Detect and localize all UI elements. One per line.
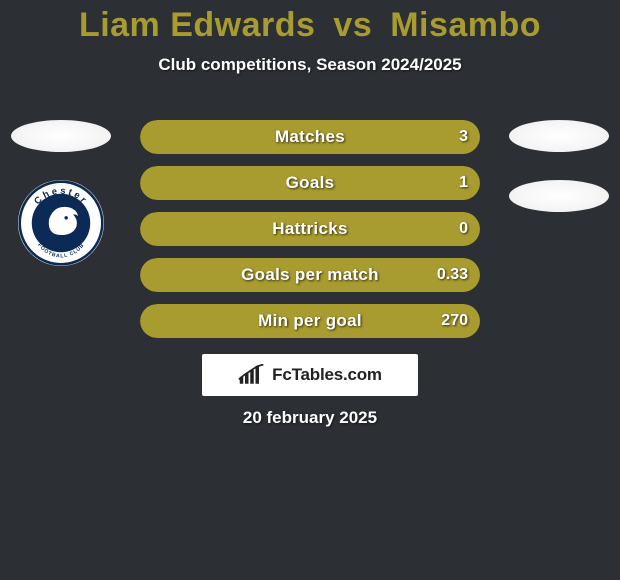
stat-label: Matches [140, 120, 480, 154]
brand-text: FcTables.com [272, 365, 382, 385]
player1-avatar-placeholder [11, 120, 111, 152]
stat-value-right: 0.33 [437, 258, 468, 292]
player2-avatar-placeholder [509, 120, 609, 152]
subtitle: Club competitions, Season 2024/2025 [0, 55, 620, 75]
stat-value-right: 1 [459, 166, 468, 200]
date-text: 20 february 2025 [0, 408, 620, 428]
stat-row: Hattricks0 [140, 212, 480, 246]
right-column [504, 120, 614, 212]
stat-row: Min per goal270 [140, 304, 480, 338]
club-badge-icon: Chester FOOTBALL CLUB [18, 180, 104, 266]
title-player2: Misambo [390, 6, 541, 44]
left-column: Chester FOOTBALL CLUB [6, 120, 116, 266]
brand-box: FcTables.com [202, 354, 418, 396]
stat-value-right: 270 [441, 304, 468, 338]
page-title: Liam Edwards vs Misambo [0, 0, 620, 45]
stat-row: Matches3 [140, 120, 480, 154]
stat-label: Hattricks [140, 212, 480, 246]
stat-label: Goals [140, 166, 480, 200]
stat-value-right: 3 [459, 120, 468, 154]
brand-chart-icon [238, 364, 266, 386]
stat-label: Min per goal [140, 304, 480, 338]
title-vs: vs [333, 6, 372, 44]
stat-row: Goals per match0.33 [140, 258, 480, 292]
title-player1: Liam Edwards [79, 6, 316, 44]
player1-club-badge: Chester FOOTBALL CLUB [18, 180, 104, 266]
stat-value-right: 0 [459, 212, 468, 246]
stat-row: Goals1 [140, 166, 480, 200]
player2-club-placeholder [509, 180, 609, 212]
stats-panel: Matches3Goals1Hattricks0Goals per match0… [140, 120, 480, 338]
stat-label: Goals per match [140, 258, 480, 292]
